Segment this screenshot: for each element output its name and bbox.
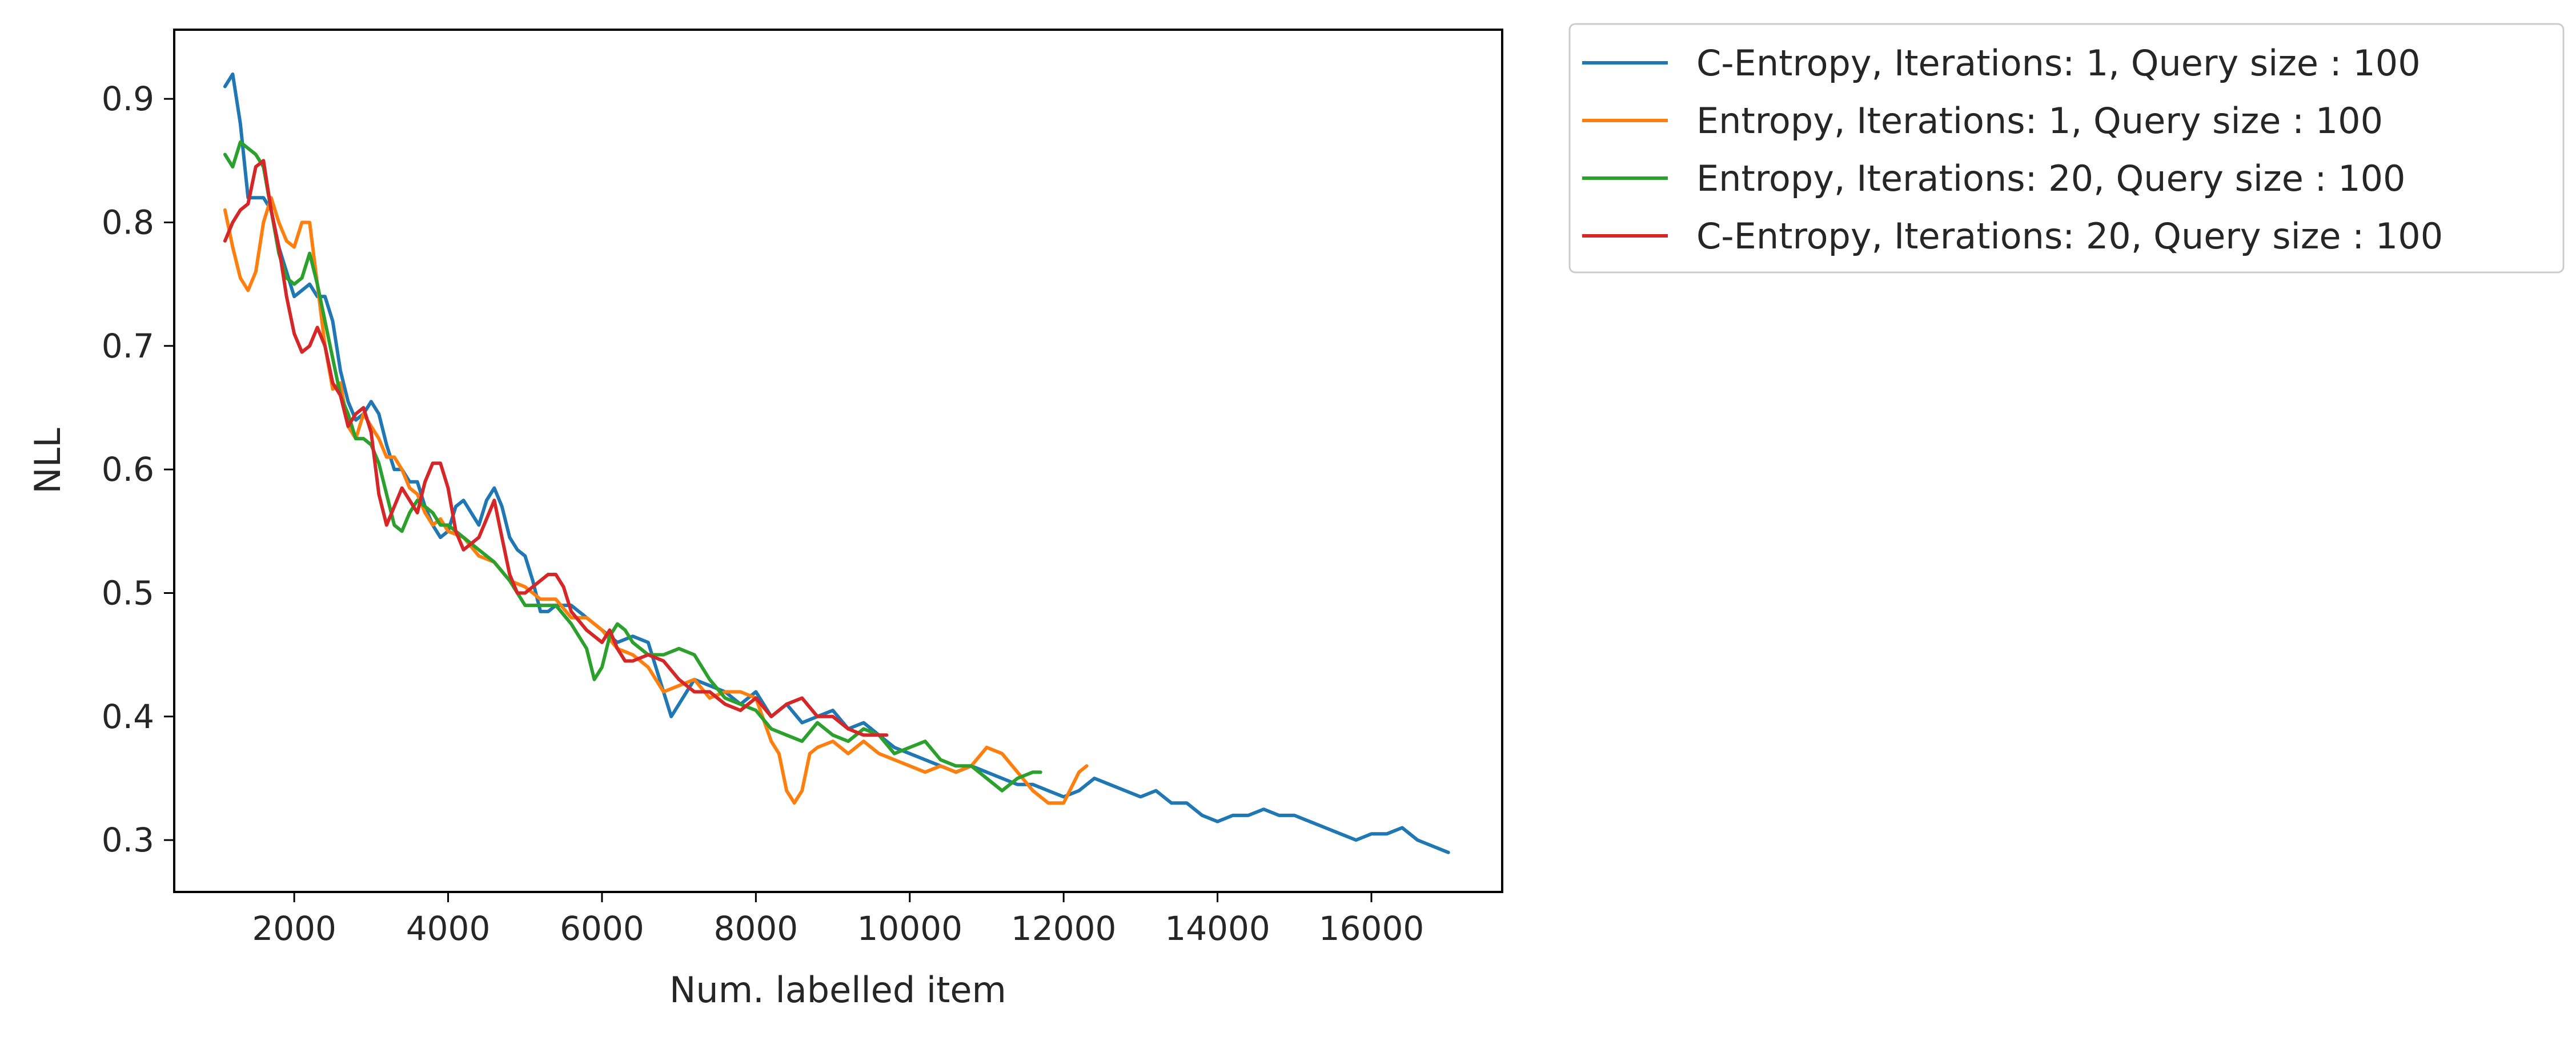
x-tick-label: 14000 [1165, 909, 1270, 948]
x-axis-ticks: 2000 4000 6000 8000 10000 12000 14000 16000 [252, 892, 1424, 948]
y-tick-label: 0.6 [102, 450, 154, 489]
y-tick-label: 0.8 [102, 203, 154, 242]
legend-label-2: Entropy, Iterations: 1, Query size : 100 [1696, 100, 2383, 142]
y-tick-label: 0.7 [102, 327, 154, 365]
series-layer [223, 72, 1450, 854]
legend-frame [1568, 23, 2565, 274]
y-tick-label: 0.4 [102, 697, 154, 736]
x-tick-label: 8000 [714, 909, 799, 948]
legend: C-Entropy, Iterations: 1, Query size : 1… [1568, 23, 2565, 274]
series-line-1 [223, 72, 1450, 854]
x-tick-label: 16000 [1319, 909, 1425, 948]
legend-items: C-Entropy, Iterations: 1, Query size : 1… [1582, 42, 2443, 257]
x-tick-label: 4000 [406, 909, 491, 948]
y-axis-ticks: 0.3 0.4 0.5 0.6 0.7 0.8 0.9 [102, 79, 174, 859]
x-axis-label: Num. labelled item [669, 969, 1006, 1011]
x-tick-label: 2000 [252, 909, 336, 948]
series-line-4 [223, 159, 889, 737]
legend-label-4: C-Entropy, Iterations: 20, Query size : … [1696, 215, 2443, 257]
series-line-3 [223, 140, 1042, 793]
y-tick-label: 0.5 [102, 573, 154, 612]
x-tick-label: 10000 [857, 909, 963, 948]
x-tick-label: 12000 [1011, 909, 1117, 948]
y-tick-label: 0.9 [102, 79, 154, 118]
y-axis-label: NLL [27, 428, 69, 494]
y-tick-label: 0.3 [102, 821, 154, 859]
legend-label-1: C-Entropy, Iterations: 1, Query size : 1… [1696, 42, 2421, 84]
plot-frame [173, 29, 1503, 893]
legend-label-3: Entropy, Iterations: 20, Query size : 10… [1696, 158, 2405, 199]
x-tick-label: 6000 [560, 909, 644, 948]
